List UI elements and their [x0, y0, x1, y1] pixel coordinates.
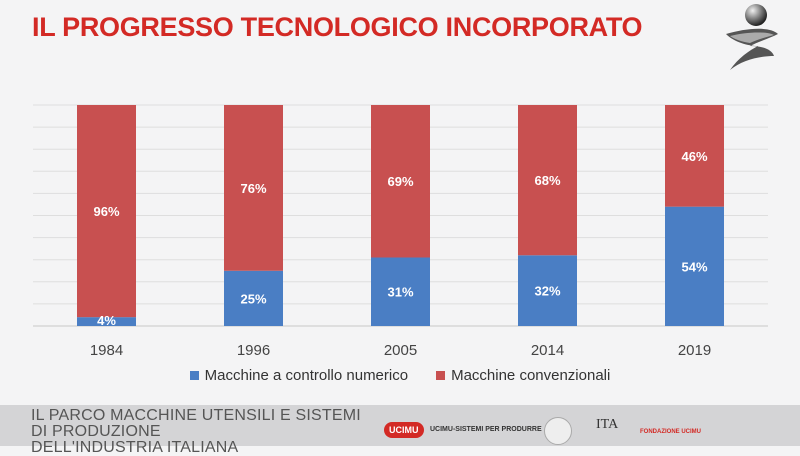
bar-2005-conventional	[371, 105, 430, 258]
bar-2005-cnc	[371, 257, 430, 326]
data-label-2019-cnc: 54%	[681, 259, 707, 274]
ministry-seal-icon	[544, 417, 572, 445]
data-label-1996-cnc: 25%	[240, 291, 266, 306]
bar-2019-conventional	[665, 105, 724, 207]
page-title: IL PROGRESSO TECNOLOGICO INCORPORATO	[32, 12, 643, 42]
ucimu-badge: UCIMU	[384, 422, 424, 438]
data-label-2019-conventional: 46%	[681, 149, 707, 164]
data-label-2014-conventional: 68%	[534, 173, 560, 188]
data-label-2014-cnc: 32%	[534, 284, 560, 299]
data-label-2005-conventional: 69%	[387, 174, 413, 189]
data-label-1996-conventional: 76%	[240, 181, 266, 196]
data-label-1984-conventional: 96%	[93, 204, 119, 219]
footer-line-2: DELL'INDUSTRIA ITALIANA	[31, 439, 239, 456]
ita-logo: ITA	[596, 417, 619, 432]
bar-1984-cnc	[77, 317, 136, 326]
data-label-2005-cnc: 31%	[387, 285, 413, 300]
x-tick-label-1996: 1996	[237, 342, 270, 359]
data-label-1984-cnc: 4%	[97, 313, 116, 328]
fondazione-logo: FONDAZIONE UCIMU	[640, 429, 701, 435]
stacked-bar-chart: 4% 96% 1984 25% 76% 1996 31% 69% 2005 32% 68% 2014 5…	[33, 104, 768, 359]
footer-bar: IL PARCO MACCHINE UTENSILI E SISTEMI DI …	[0, 405, 800, 456]
ucimu-logo-icon	[726, 4, 778, 71]
chart-labels: 4% 96% 1984 25% 76% 1996 31% 69% 2005 32% 68% 2014 5…	[90, 149, 711, 359]
legend-item-cnc: Macchine a controllo numerico	[189, 367, 409, 384]
footer-line-1: IL PARCO MACCHINE UTENSILI E SISTEMI DI …	[31, 407, 361, 440]
x-tick-label-2005: 2005	[384, 342, 417, 359]
legend-swatch-conventional	[436, 371, 446, 380]
bar-1996-cnc	[224, 270, 283, 326]
legend-swatch-cnc	[189, 371, 199, 380]
ucimu-tagline: UCIMU-SISTEMI PER PRODURRE	[430, 426, 542, 433]
chart-bars	[77, 105, 724, 326]
legend-label-cnc: Macchine a controllo numerico	[204, 367, 409, 384]
bar-2014-conventional	[518, 105, 577, 256]
bar-1984-conventional	[77, 105, 136, 318]
legend-label-conventional: Macchine convenzionali	[451, 367, 611, 384]
x-tick-label-2014: 2014	[531, 342, 564, 359]
x-tick-label-1984: 1984	[90, 342, 123, 359]
bar-2014-cnc	[518, 255, 577, 326]
x-tick-label-2019: 2019	[678, 342, 711, 359]
chart-legend: Macchine a controllo numerico Macchine c…	[0, 367, 800, 384]
footer-title: IL PARCO MACCHINE UTENSILI E SISTEMI DI …	[31, 408, 381, 456]
bar-1996-conventional	[224, 105, 283, 271]
legend-item-conventional: Macchine convenzionali	[436, 367, 610, 384]
bar-2019-cnc	[665, 206, 724, 326]
